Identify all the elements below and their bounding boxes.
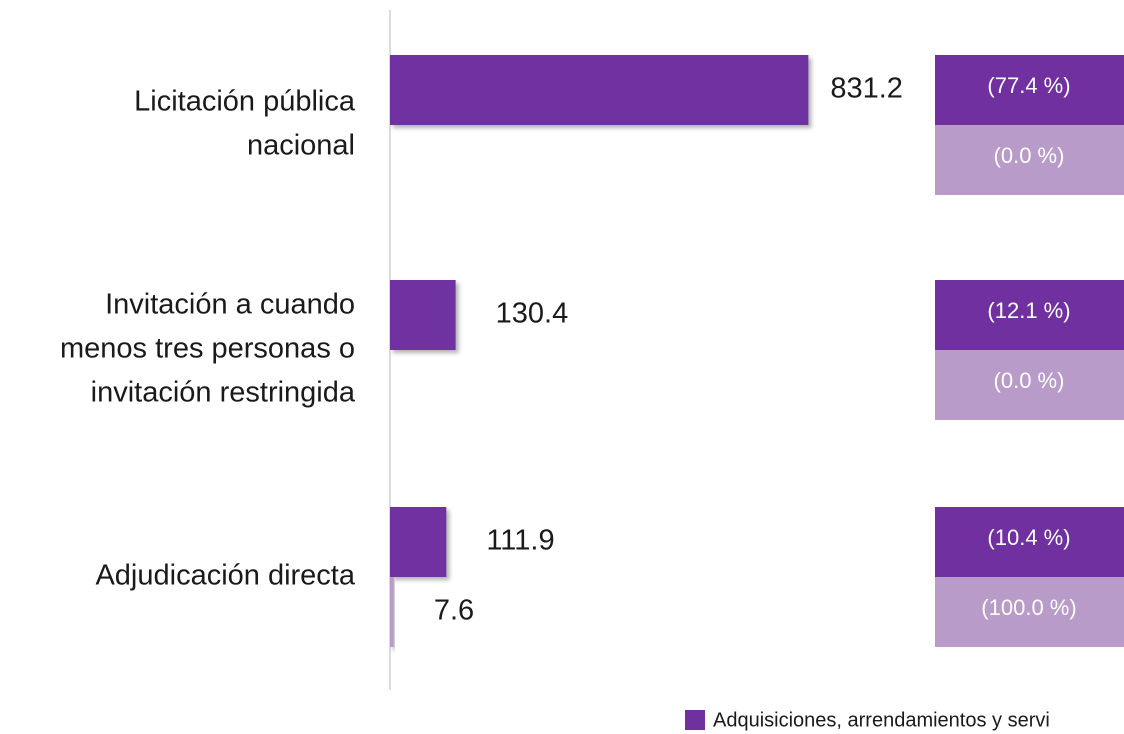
category-label: Licitación pública [134,86,356,118]
bar [390,577,394,647]
share-label: (0.0 %) [994,143,1065,168]
category-label: invitación restringida [91,377,356,409]
value-label: 130.4 [496,298,569,330]
category-label: menos tres personas o [60,333,355,365]
value-label: 7.6 [434,595,474,627]
share-box [935,280,1124,350]
share-box [935,507,1124,577]
bar [390,55,809,125]
share-label: (77.4 %) [987,73,1070,98]
share-box [935,350,1124,420]
share-label: (12.1 %) [987,298,1070,323]
bar [390,507,447,577]
share-label: (10.4 %) [987,525,1070,550]
value-label: 111.9 [486,525,554,557]
category-label: Adjudicación directa [95,560,355,592]
share-box [935,125,1124,195]
value-label: 831.2 [830,73,903,105]
bar [390,280,456,350]
legend-swatch [685,710,705,730]
share-label: (100.0 %) [981,595,1076,620]
category-label: Invitación a cuando [105,289,355,321]
share-box [935,55,1124,125]
legend-label: Adquisiciones, arrendamientos y servi [713,709,1050,731]
share-label: (0.0 %) [994,368,1065,393]
category-label: nacional [247,130,355,162]
share-box [935,577,1124,647]
